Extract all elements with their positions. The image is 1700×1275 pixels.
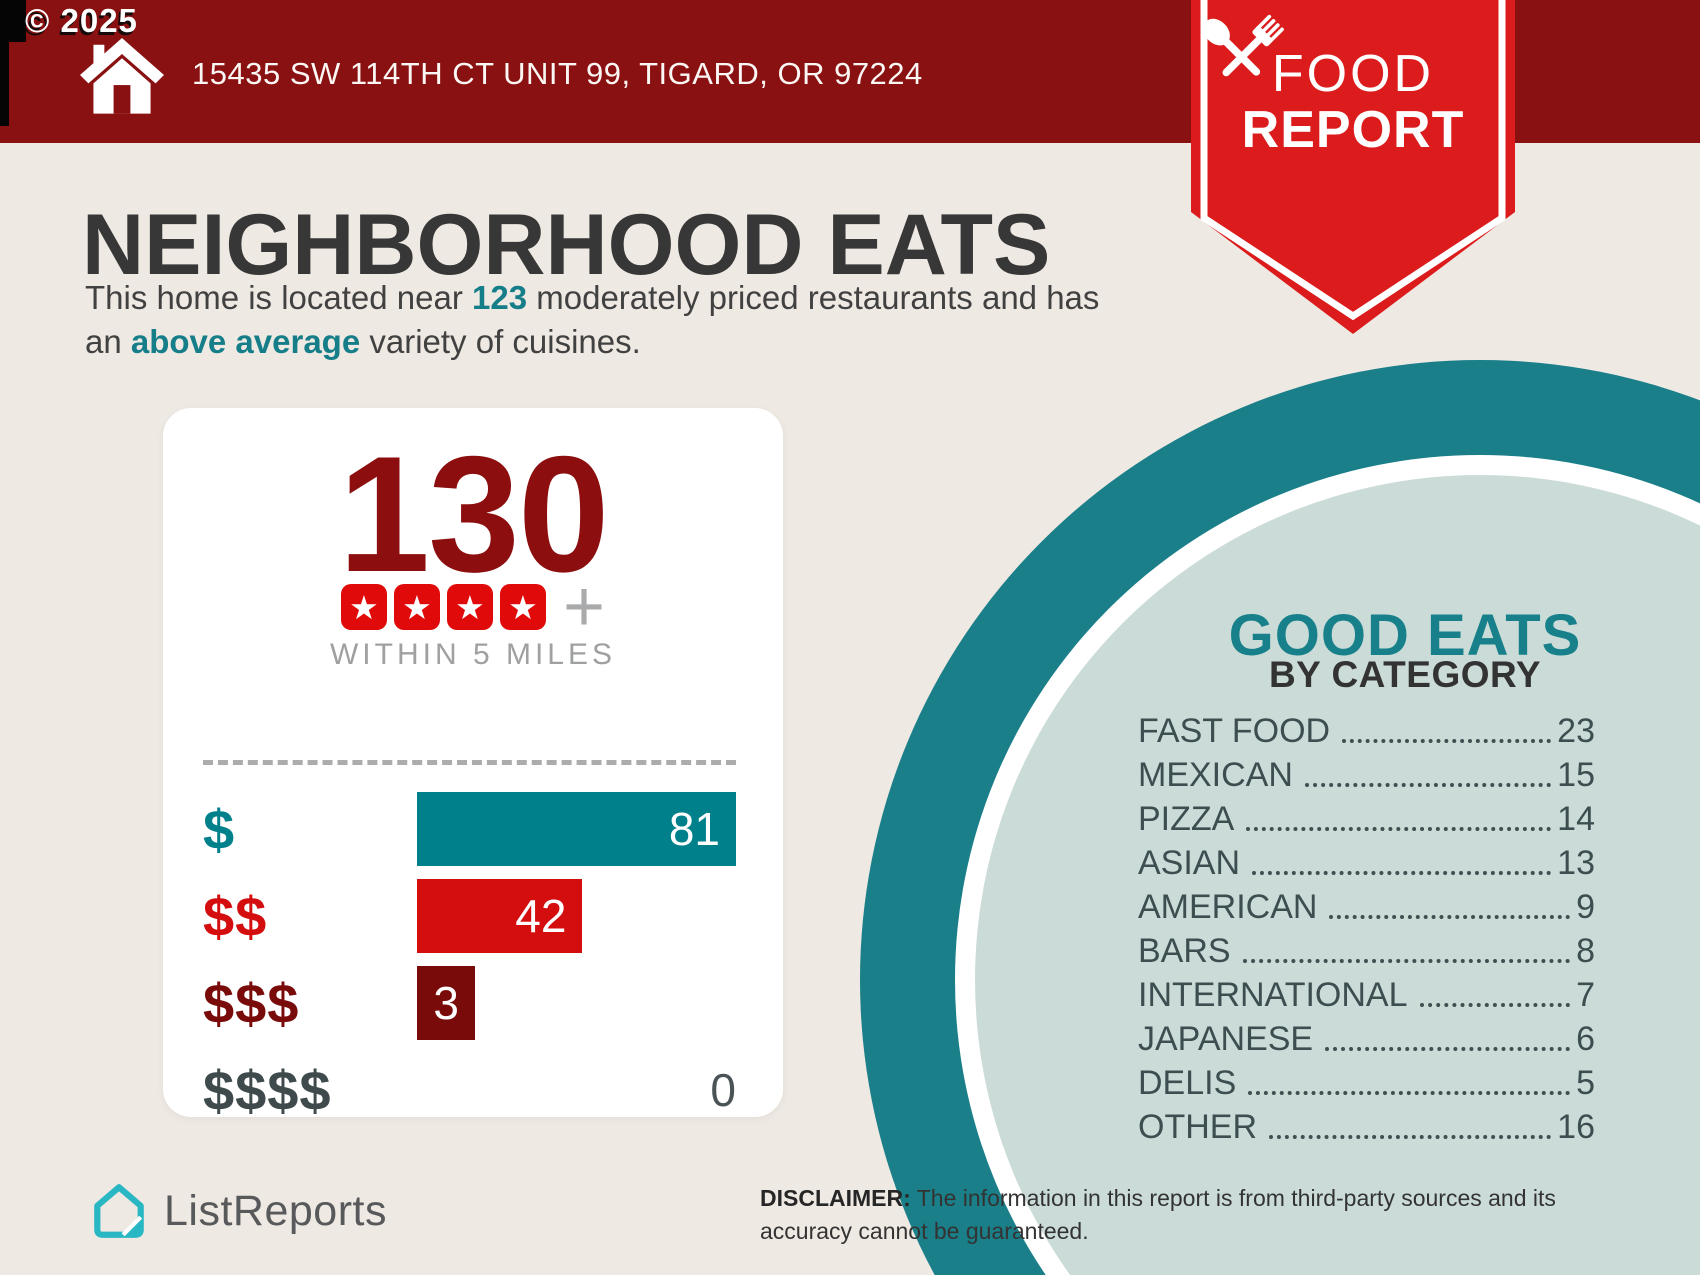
category-label: DELIS <box>1138 1064 1237 1103</box>
disclaimer-line1: DISCLAIMER: The information in this repo… <box>760 1185 1556 1211</box>
disclaimer-line2: accuracy cannot be guaranteed. <box>760 1218 1089 1245</box>
page-title: NEIGHBORHOOD EATS <box>82 197 1051 293</box>
restaurant-count: 130 <box>338 422 609 606</box>
list-item: AMERICAN 9 <box>1138 884 1595 928</box>
category-count: 9 <box>1576 888 1595 927</box>
radius-label: WITHIN 5 MILES <box>329 638 617 671</box>
bar-track: 81 <box>417 792 736 866</box>
star-icon: ★ <box>499 584 546 630</box>
category-count: 13 <box>1557 844 1595 883</box>
bar-fill: 42 <box>417 879 583 953</box>
category-label: AMERICAN <box>1138 888 1318 927</box>
bar-track: 42 <box>417 879 736 953</box>
dotted-leader <box>1419 1003 1571 1007</box>
category-count: 16 <box>1557 1108 1595 1147</box>
category-label: BARS <box>1138 932 1231 971</box>
star-rating: ★ ★ ★ ★ + <box>163 567 783 647</box>
category-label: FAST FOOD <box>1138 712 1331 751</box>
category-list: FAST FOOD 23 MEXICAN 15 PIZZA 14 ASIAN 13 AM… <box>1138 708 1595 1148</box>
spoon-fork-icon <box>1203 14 1284 77</box>
bar-fill: 0 <box>417 1053 736 1127</box>
food-report-ribbon: FOOD REPORT <box>1191 0 1515 336</box>
category-label: MEXICAN <box>1138 756 1293 795</box>
restaurant-stats-card: 130 ★ ★ ★ ★ + WITHIN 5 MILES $ 81 $$ 42 $$$ … <box>163 408 783 1122</box>
dotted-leader <box>1325 1047 1571 1051</box>
category-label: ASIAN <box>1138 844 1241 883</box>
bar-fill: 3 <box>417 966 475 1040</box>
listreports-house-icon <box>94 1184 144 1238</box>
dotted-leader <box>1242 959 1571 963</box>
list-item: BARS 8 <box>1138 928 1595 972</box>
price-bar-chart: $ 81 $$ 42 $$$ 3 $$$$ 0 <box>203 792 743 1140</box>
bar-value: 81 <box>668 803 720 855</box>
dotted-leader <box>1329 915 1571 919</box>
copyright-watermark: © 2025 <box>25 2 138 39</box>
price-tier-label: $$$ <box>203 971 300 1035</box>
scan-artifact <box>0 0 9 126</box>
price-tier-label: $$$$ <box>203 1058 332 1122</box>
price-tier-label: $$ <box>203 884 268 948</box>
list-item: DELIS 5 <box>1138 1060 1595 1104</box>
dotted-leader <box>1269 1135 1552 1139</box>
star-icon: ★ <box>393 584 440 630</box>
list-item: ASIAN 13 <box>1138 840 1595 884</box>
good-eats-subtitle: BY CATEGORY <box>1268 654 1542 695</box>
price-bar-row: $$ 42 <box>203 879 743 953</box>
category-count: 14 <box>1557 800 1595 839</box>
category-count: 5 <box>1576 1064 1595 1103</box>
price-bar-row: $ 81 <box>203 792 743 866</box>
dotted-leader <box>1246 827 1552 831</box>
category-count: 6 <box>1576 1020 1595 1059</box>
category-label: PIZZA <box>1138 800 1235 839</box>
category-count: 23 <box>1557 712 1595 751</box>
price-bar-row: $$$ 3 <box>203 966 743 1040</box>
category-label: INTERNATIONAL <box>1138 976 1408 1015</box>
dashed-divider <box>203 760 736 765</box>
list-item: INTERNATIONAL 7 <box>1138 972 1595 1016</box>
dotted-leader <box>1248 1091 1571 1095</box>
bar-value: 3 <box>433 977 459 1029</box>
list-item: JAPANESE 6 <box>1138 1016 1595 1060</box>
bar-value: 0 <box>710 1064 736 1116</box>
star-icon: ★ <box>340 584 387 630</box>
home-icon <box>80 38 164 114</box>
bar-track: 3 <box>417 966 736 1040</box>
category-label: OTHER <box>1138 1108 1257 1147</box>
dotted-leader <box>1252 871 1552 875</box>
price-tier-label: $ <box>203 797 236 861</box>
listreports-logo: ListReports <box>88 1180 387 1242</box>
disclaimer: DISCLAIMER: The information in this repo… <box>760 1182 1556 1249</box>
category-count: 15 <box>1557 756 1595 795</box>
dotted-leader <box>1304 783 1552 787</box>
property-address: 15435 SW 114TH CT UNIT 99, TIGARD, OR 97… <box>192 56 923 91</box>
bar-value: 42 <box>515 890 567 942</box>
star-icon: ★ <box>446 584 493 630</box>
list-item: OTHER 16 <box>1138 1104 1595 1148</box>
plus-icon: + <box>562 567 606 647</box>
ribbon-banner-shape <box>1191 0 1515 334</box>
category-count: 7 <box>1576 976 1595 1015</box>
intro-subtitle: This home is located near 123 moderately… <box>85 279 1100 360</box>
price-bar-row: $$$$ 0 <box>203 1053 743 1127</box>
good-eats-title: GOOD EATS <box>1228 603 1582 668</box>
bar-fill: 81 <box>417 792 736 866</box>
bar-track: 0 <box>417 1053 736 1127</box>
ribbon-title-line1: FOOD <box>1271 45 1435 103</box>
ribbon-title-line2: REPORT <box>1241 101 1465 159</box>
brand-name: ListReports <box>164 1186 387 1235</box>
list-item: FAST FOOD 23 <box>1138 708 1595 752</box>
dotted-leader <box>1342 739 1552 743</box>
list-item: PIZZA 14 <box>1138 796 1595 840</box>
category-label: JAPANESE <box>1138 1020 1314 1059</box>
list-item: MEXICAN 15 <box>1138 752 1595 796</box>
category-count: 8 <box>1576 932 1595 971</box>
